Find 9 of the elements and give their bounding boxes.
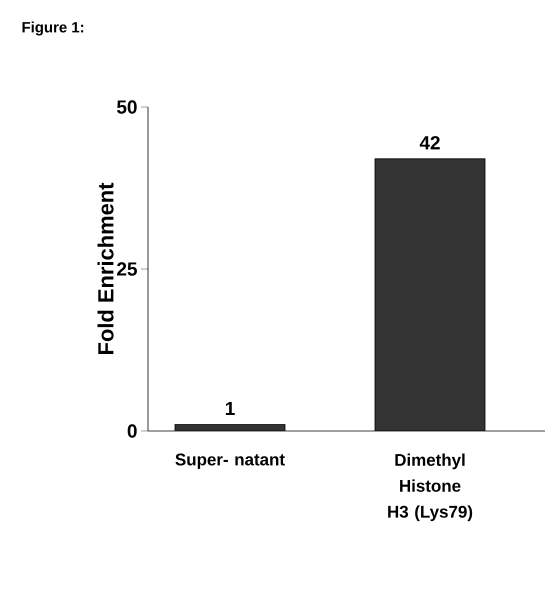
y-tick-label: 0: [128, 424, 137, 438]
chart-title: Figure 1:: [22, 22, 84, 36]
x-tick-label: Dimethyl Histone H3 (Lys79): [388, 454, 472, 522]
x-tick-label: Super- natant: [175, 454, 285, 469]
data-label: 42: [420, 136, 440, 150]
y-tick-label: 50: [117, 100, 137, 114]
y-tick-label: 25: [117, 262, 137, 276]
data-label: 1: [226, 402, 235, 415]
y-axis-title: Fold Enrichment: [97, 182, 114, 354]
